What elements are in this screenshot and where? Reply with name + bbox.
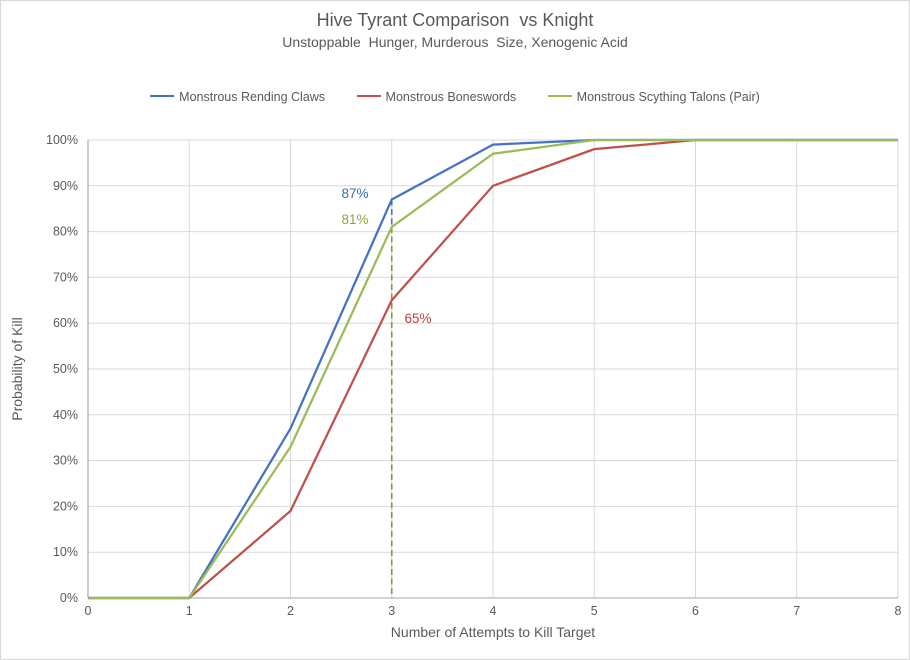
svg-text:70%: 70% — [53, 270, 78, 284]
svg-text:100%: 100% — [46, 133, 78, 147]
svg-text:60%: 60% — [53, 316, 78, 330]
svg-text:5: 5 — [591, 604, 598, 618]
svg-text:87%: 87% — [341, 186, 368, 201]
svg-text:3: 3 — [388, 604, 395, 618]
svg-text:30%: 30% — [53, 454, 78, 468]
svg-text:0%: 0% — [60, 591, 78, 605]
svg-text:7: 7 — [793, 604, 800, 618]
svg-text:80%: 80% — [53, 225, 78, 239]
svg-text:4: 4 — [490, 604, 497, 618]
svg-text:20%: 20% — [53, 499, 78, 513]
svg-text:10%: 10% — [53, 545, 78, 559]
svg-text:8: 8 — [895, 604, 902, 618]
svg-text:50%: 50% — [53, 362, 78, 376]
svg-text:Number of Attempts to Kill Tar: Number of Attempts to Kill Target — [391, 624, 595, 640]
svg-text:1: 1 — [186, 604, 193, 618]
svg-text:2: 2 — [287, 604, 294, 618]
svg-text:81%: 81% — [341, 212, 368, 227]
svg-text:65%: 65% — [404, 311, 431, 326]
svg-text:40%: 40% — [53, 408, 78, 422]
svg-text:0: 0 — [85, 604, 92, 618]
svg-text:90%: 90% — [53, 179, 78, 193]
svg-text:Probability of Kill: Probability of Kill — [9, 317, 25, 421]
svg-text:6: 6 — [692, 604, 699, 618]
